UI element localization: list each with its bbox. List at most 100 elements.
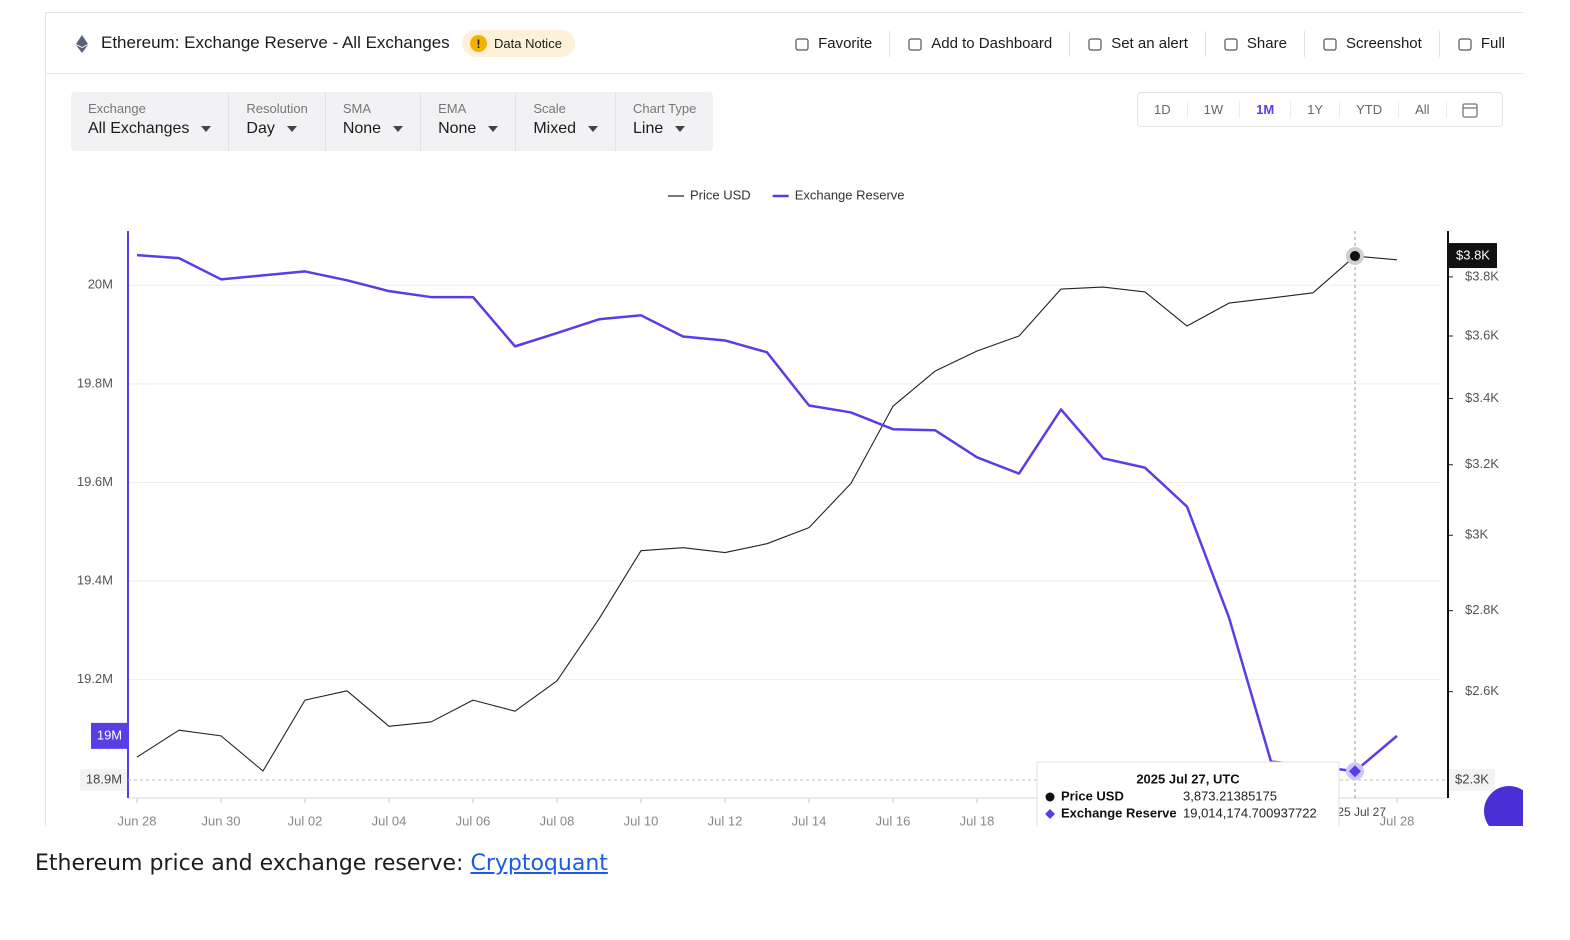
calendar-button[interactable] (1461, 101, 1479, 119)
control-value-text: None (342, 120, 382, 137)
caption-link[interactable]: Cryptoquant (470, 851, 608, 876)
action-icon (795, 37, 809, 51)
series-line (136, 255, 1398, 772)
notice-icon: ! (470, 35, 487, 52)
control-value-text: Mixed (533, 120, 577, 137)
y-tick-label: 19.8M (77, 375, 113, 390)
control-value: None (438, 120, 499, 138)
range-button[interactable]: 1W (1188, 101, 1241, 118)
x-tick-label: Jul 02 (288, 813, 323, 826)
control[interactable]: SMA None (324, 92, 420, 151)
action-label: Add to Dashboard (931, 35, 1053, 52)
control-value: None (342, 120, 404, 138)
legend-label: Exchange Reserve (795, 187, 905, 202)
range-button[interactable]: All (1399, 101, 1447, 118)
control-value-text: Day (246, 120, 275, 137)
actions: Favorite Add to Dashboard Set an alert Shar… (777, 30, 1505, 57)
y2-tick-label: $2.8K (1465, 602, 1499, 617)
caret (286, 126, 297, 132)
tooltip-value: 19,014,174.700937722 (1183, 805, 1317, 820)
widget-frame: Ethereum: Exchange Reserve - All Exchang… (45, 12, 1523, 826)
control-value-text: All Exchanges (88, 120, 190, 137)
action-button[interactable]: Share (1204, 30, 1304, 57)
action-button[interactable]: Favorite (777, 31, 889, 57)
range-button[interactable]: 1D (1138, 101, 1188, 118)
caret (675, 126, 686, 132)
action-label: Full (1480, 35, 1505, 52)
control-value: Day (246, 120, 307, 138)
hover-point (1349, 765, 1361, 778)
control-label: Exchange (88, 101, 146, 116)
hover-point (1350, 251, 1360, 262)
control-value: Line (633, 120, 696, 138)
control-label: Chart Type (633, 101, 697, 116)
x-tick-label: Jul 10 (624, 813, 659, 826)
y2-tick-label: $3.8K (1465, 268, 1499, 283)
y-tick-label: 19.2M (77, 671, 113, 686)
y-tick-label: 19.4M (77, 572, 113, 587)
crosshair-label: 2025 Jul 27 (1324, 805, 1386, 819)
caret (201, 126, 212, 132)
action-button[interactable]: Add to Dashboard (889, 30, 1069, 57)
data-notice[interactable]: ! Data Notice (462, 30, 575, 57)
range-selector: 1D 1W 1M 1Y YTD All (1137, 92, 1503, 127)
action-icon (1323, 37, 1337, 51)
value-flag-label: $3.8K (1456, 247, 1490, 262)
value-flag-label: 19M (97, 727, 122, 742)
x-tick-label: Jul 16 (876, 813, 911, 826)
action-button[interactable]: Set an alert (1069, 30, 1205, 57)
x-tick-label: Jul 08 (540, 813, 575, 826)
control[interactable]: Resolution Day (228, 92, 324, 151)
control-value-text: None (438, 120, 477, 137)
x-tick-label: Jul 18 (960, 813, 995, 826)
tooltip (1036, 761, 1340, 826)
control[interactable]: Scale Mixed (515, 92, 615, 151)
notice-text: Data Notice (494, 36, 562, 51)
action-label: Set an alert (1111, 35, 1188, 52)
x-tick-label: Jul 06 (456, 813, 491, 826)
caret (488, 126, 499, 132)
control[interactable]: Chart Type Line (615, 92, 713, 151)
y2-tick-label: $3K (1465, 527, 1488, 542)
action-label: Favorite (818, 35, 873, 52)
range-button[interactable]: 1Y (1291, 101, 1341, 118)
y2-tick-label: $3.2K (1465, 456, 1499, 471)
range-button[interactable]: YTD (1340, 101, 1400, 118)
caret (393, 126, 404, 132)
tooltip-name: Exchange Reserve (1061, 805, 1177, 820)
legend-label: Price USD (690, 187, 751, 202)
x-tick-label: Jul 12 (708, 813, 743, 826)
tooltip-marker (1045, 809, 1055, 819)
y-tick-label: 19.6M (77, 474, 113, 489)
value-flag (1449, 243, 1497, 269)
x-tick-label: Jul 28 (1380, 813, 1415, 826)
x-tick-label: Jul 14 (792, 813, 827, 826)
action-button[interactable]: Screenshot (1303, 30, 1439, 57)
chat-button[interactable] (1484, 786, 1523, 826)
caption: Ethereum price and exchange reserve: Cryp… (35, 851, 608, 876)
value-flag (91, 722, 128, 749)
x-tick-label: Jul 04 (372, 813, 407, 826)
control[interactable]: Exchange All Exchanges (71, 92, 228, 151)
axis-bottom-box (80, 769, 127, 791)
range-button[interactable]: 1M (1240, 101, 1292, 118)
control[interactable]: EMA None (420, 92, 515, 151)
controls: Exchange All Exchanges Resolution Day SMA Non… (71, 92, 714, 151)
action-label: Screenshot (1345, 35, 1422, 52)
chart: Price USD Exchange Reserve 19.2M 19.4M 19.6M… (77, 187, 1499, 826)
x-tick-label: Jun 28 (117, 813, 156, 826)
caption-text: Ethereum price and exchange reserve: (35, 851, 464, 876)
tooltip-title: 2025 Jul 27, UTC (1136, 771, 1240, 786)
action-icon (1088, 37, 1102, 51)
action-button[interactable]: Full (1438, 30, 1505, 57)
y2-tick-label: $3.6K (1465, 327, 1499, 342)
y2-tick-label: $3.4K (1465, 390, 1499, 405)
tooltip-name: Price USD (1061, 788, 1124, 803)
caret (588, 126, 599, 132)
action-label: Share (1246, 35, 1287, 52)
page-title: Ethereum: Exchange Reserve - All Exchang… (101, 33, 450, 52)
header-divider (46, 73, 1523, 74)
control-label: EMA (438, 101, 467, 116)
